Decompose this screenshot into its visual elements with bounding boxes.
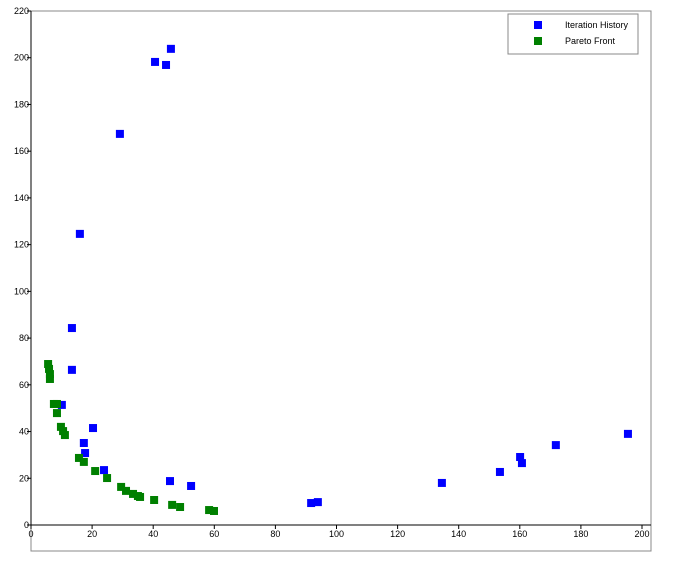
legend-marker [534, 21, 542, 29]
point [91, 467, 100, 476]
point [551, 441, 560, 450]
legend [507, 13, 639, 55]
point [89, 424, 98, 433]
point [45, 364, 54, 373]
point [57, 400, 66, 409]
point [60, 431, 69, 440]
point [187, 481, 196, 490]
point [122, 486, 131, 495]
y-tick-label: 220 [14, 6, 29, 16]
point [307, 499, 316, 508]
legend-marker [534, 37, 542, 45]
x-tick-label: 140 [451, 529, 466, 539]
legend-label: Pareto Front [565, 36, 616, 46]
point [74, 453, 83, 462]
point [67, 324, 76, 333]
y-tick-label: 140 [14, 193, 29, 203]
x-tick-label: 160 [512, 529, 527, 539]
y-tick-label: 180 [14, 99, 29, 109]
point [516, 453, 525, 462]
point [495, 467, 504, 476]
x-tick-label: 40 [148, 529, 158, 539]
y-tick-label: 20 [19, 473, 29, 483]
y-tick-label: 100 [14, 286, 29, 296]
point [103, 474, 112, 483]
point [52, 409, 61, 418]
point [176, 503, 185, 512]
point [166, 477, 175, 486]
x-tick-label: 0 [28, 529, 33, 539]
point [100, 466, 109, 475]
y-tick-label: 40 [19, 427, 29, 437]
point [45, 370, 54, 379]
point [168, 500, 177, 509]
point [166, 44, 175, 53]
point [205, 506, 214, 515]
y-tick-label: 120 [14, 240, 29, 250]
point [162, 60, 171, 69]
y-tick-label: 200 [14, 53, 29, 63]
y-tick-label: 80 [19, 333, 29, 343]
point [75, 229, 84, 238]
point [136, 492, 145, 501]
point [151, 57, 160, 66]
x-tick-label: 200 [634, 529, 649, 539]
point [117, 482, 126, 491]
x-tick-label: 60 [209, 529, 219, 539]
x-tick-label: 100 [329, 529, 344, 539]
plot-frame [30, 10, 652, 552]
y-tick-label: 160 [14, 146, 29, 156]
point [79, 438, 88, 447]
point [81, 449, 90, 458]
x-tick-label: 80 [270, 529, 280, 539]
point [44, 360, 53, 369]
point [45, 374, 54, 383]
x-tick-label: 20 [87, 529, 97, 539]
y-tick-label: 0 [24, 520, 29, 530]
point [517, 459, 526, 468]
point [115, 129, 124, 138]
legend-label: Iteration History [565, 20, 629, 30]
point [313, 498, 322, 507]
x-tick-label: 180 [573, 529, 588, 539]
point [150, 496, 159, 505]
point [623, 429, 632, 438]
point [437, 478, 446, 487]
y-tick-label: 60 [19, 380, 29, 390]
x-tick-label: 120 [390, 529, 405, 539]
point [79, 457, 88, 466]
point [67, 365, 76, 374]
point [209, 506, 218, 515]
point [56, 422, 65, 431]
point [129, 489, 138, 498]
point [52, 399, 61, 408]
